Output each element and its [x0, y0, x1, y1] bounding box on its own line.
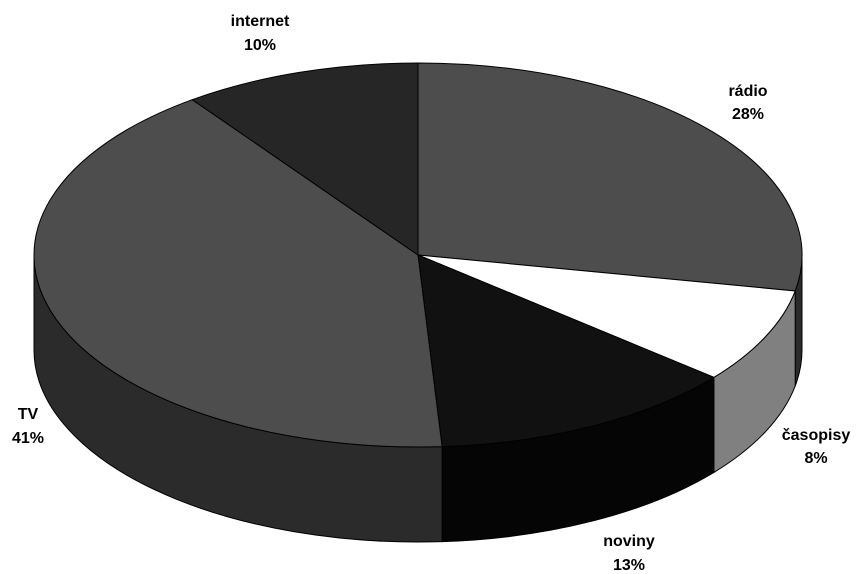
slice-label-noviny-name: noviny: [603, 533, 655, 550]
slice-label-tv-value: 41%: [12, 430, 44, 447]
pie-labels: rádio 28% časopisy 8% noviny 13% TV 41% …: [12, 13, 850, 574]
slice-label-casopisy-value: 8%: [804, 450, 827, 467]
pie-slice-radio: [417, 62, 803, 292]
pie-sides: [33, 254, 803, 543]
slice-label-casopisy-name: časopisy: [782, 427, 851, 444]
slice-label-radio-value: 28%: [732, 106, 764, 123]
pie-slice-noviny: [417, 254, 715, 448]
pie-tops: [33, 62, 803, 448]
pie-slice-casopisy: [417, 254, 796, 378]
slice-label-radio-name: rádio: [728, 83, 767, 100]
slice-label-internet-name: internet: [231, 13, 290, 30]
slice-label-tv-name: TV: [18, 406, 39, 423]
slice-label-internet-value: 10%: [244, 37, 276, 54]
slice-label-noviny-value: 13%: [613, 557, 645, 574]
pie-slice-tv: [33, 99, 443, 448]
pie-slice-internet: [191, 62, 419, 256]
